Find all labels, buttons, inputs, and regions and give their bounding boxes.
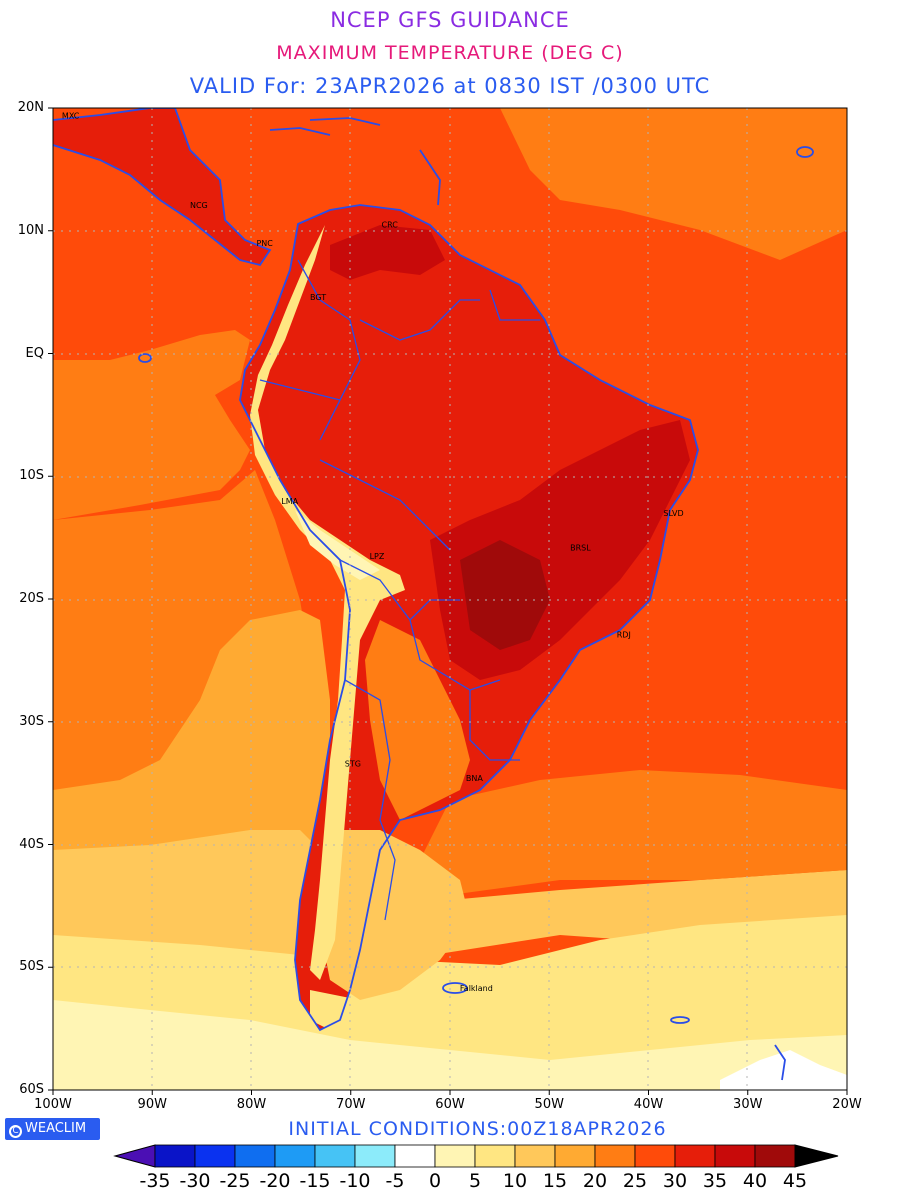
land-central-america (53, 108, 270, 265)
map-title: NCEP GFS GUIDANCE (330, 8, 570, 32)
lon-label: 100W (34, 1097, 72, 1112)
legend-swatch (394, 1144, 436, 1168)
andes-cold-ridge (250, 225, 405, 980)
country-borders (259, 259, 540, 921)
legend-swatch (714, 1144, 756, 1168)
legend-swatch (754, 1144, 796, 1168)
lon-label: 70W (336, 1097, 366, 1112)
lon-label: 50W (534, 1097, 564, 1112)
legend-label: 25 (622, 1170, 648, 1192)
legend-label: -25 (219, 1170, 251, 1192)
city-label: BRSL (570, 543, 591, 552)
south-georgia (671, 1017, 689, 1023)
legend-label: 40 (742, 1170, 768, 1192)
city-label: STG (345, 759, 361, 768)
valid-time: VALID For: 23APR2026 at 0830 IST /0300 U… (189, 74, 711, 98)
legend-arrow-high (794, 1144, 839, 1168)
coastline (53, 108, 814, 1081)
city-label: MXC (62, 111, 80, 120)
legend-label: 5 (468, 1170, 482, 1192)
land-hot-40-45 (460, 540, 550, 650)
lat-label: 20S (19, 591, 44, 606)
copyright-icon: C (9, 1125, 22, 1138)
band-ocean-west-15-20 (53, 610, 330, 900)
band-ocean-west-warm (53, 330, 250, 520)
lon-label: 30W (733, 1097, 763, 1112)
lat-label: 30S (19, 713, 44, 729)
falkland-islands (443, 983, 467, 993)
band-atlantic-20-25 (400, 770, 847, 900)
city-label: BNA (466, 774, 483, 783)
legend-label: 30 (662, 1170, 688, 1192)
legend-arrow-low (113, 1144, 156, 1168)
city-label: PNC (256, 239, 273, 248)
logo-text: WEACLIM (25, 1121, 87, 1136)
lat-label: 50S (19, 959, 44, 975)
land-argentina-20-25 (365, 620, 470, 820)
legend-swatch (314, 1144, 356, 1168)
legend-swatch (274, 1144, 316, 1168)
initial-conditions: INITIAL CONDITIONS:00Z18APR2026 (288, 1118, 667, 1140)
legend-label: -15 (299, 1170, 331, 1192)
city-label: CRC (382, 221, 399, 230)
legend-label: -35 (139, 1170, 171, 1192)
legend-label: -30 (179, 1170, 211, 1192)
legend-label: 20 (582, 1170, 608, 1192)
legend-swatch (634, 1144, 676, 1168)
legend-label: 10 (502, 1170, 528, 1192)
legend-swatch (154, 1144, 196, 1168)
city-label: Falkland (460, 984, 493, 993)
city-label: NCG (190, 201, 208, 210)
legend-swatch (594, 1144, 636, 1168)
lat-label: 40S (19, 836, 44, 852)
lat-label: 60S (19, 1082, 44, 1097)
lon-label: 60W (435, 1097, 465, 1112)
lat-label: 20N (17, 100, 44, 115)
legend-label: -5 (385, 1170, 405, 1192)
legend-swatch (194, 1144, 236, 1168)
lat-label: EQ (25, 345, 44, 361)
legend-swatch (354, 1144, 396, 1168)
legend-label: 0 (428, 1170, 442, 1192)
legend-label: 15 (542, 1170, 568, 1192)
legend-label: -10 (339, 1170, 371, 1192)
andes-snow-core (295, 510, 380, 580)
legend-swatch (474, 1144, 516, 1168)
city-labels: MXC NCG PNC CRC BGT LMA LPZ BRSL SLVD RDJ STG BNA Fa… (62, 111, 684, 993)
map-subtitle: MAXIMUM TEMPERATURE (DEG C) (276, 42, 624, 64)
land-hot-north (330, 225, 445, 280)
lon-label: 20W (832, 1097, 862, 1112)
lat-label: 10N (17, 222, 44, 238)
legend-swatch (554, 1144, 596, 1168)
legend-label: 45 (782, 1170, 808, 1192)
band-south-0-5 (53, 1000, 847, 1090)
city-label: LPZ (370, 552, 385, 561)
lon-label: 90W (137, 1097, 167, 1112)
city-label: RDJ (617, 631, 631, 640)
city-label: SLVD (663, 509, 683, 518)
band-ocean-west-10-15 (53, 830, 330, 940)
legend-swatch (674, 1144, 716, 1168)
legend-swatch (514, 1144, 556, 1168)
lon-label: 80W (236, 1097, 267, 1112)
legend-label: 35 (702, 1170, 728, 1192)
legend-swatch (234, 1144, 276, 1168)
city-label: BGT (310, 293, 326, 302)
weaclim-logo: C WEACLIM (5, 1118, 100, 1140)
legend-swatch (434, 1144, 476, 1168)
lat-label: 10S (19, 468, 44, 484)
city-label: LMA (281, 497, 298, 506)
lon-label: 40W (633, 1097, 664, 1112)
legend-label: -20 (259, 1170, 291, 1192)
band-atlantic-nw-20-25 (500, 108, 847, 260)
